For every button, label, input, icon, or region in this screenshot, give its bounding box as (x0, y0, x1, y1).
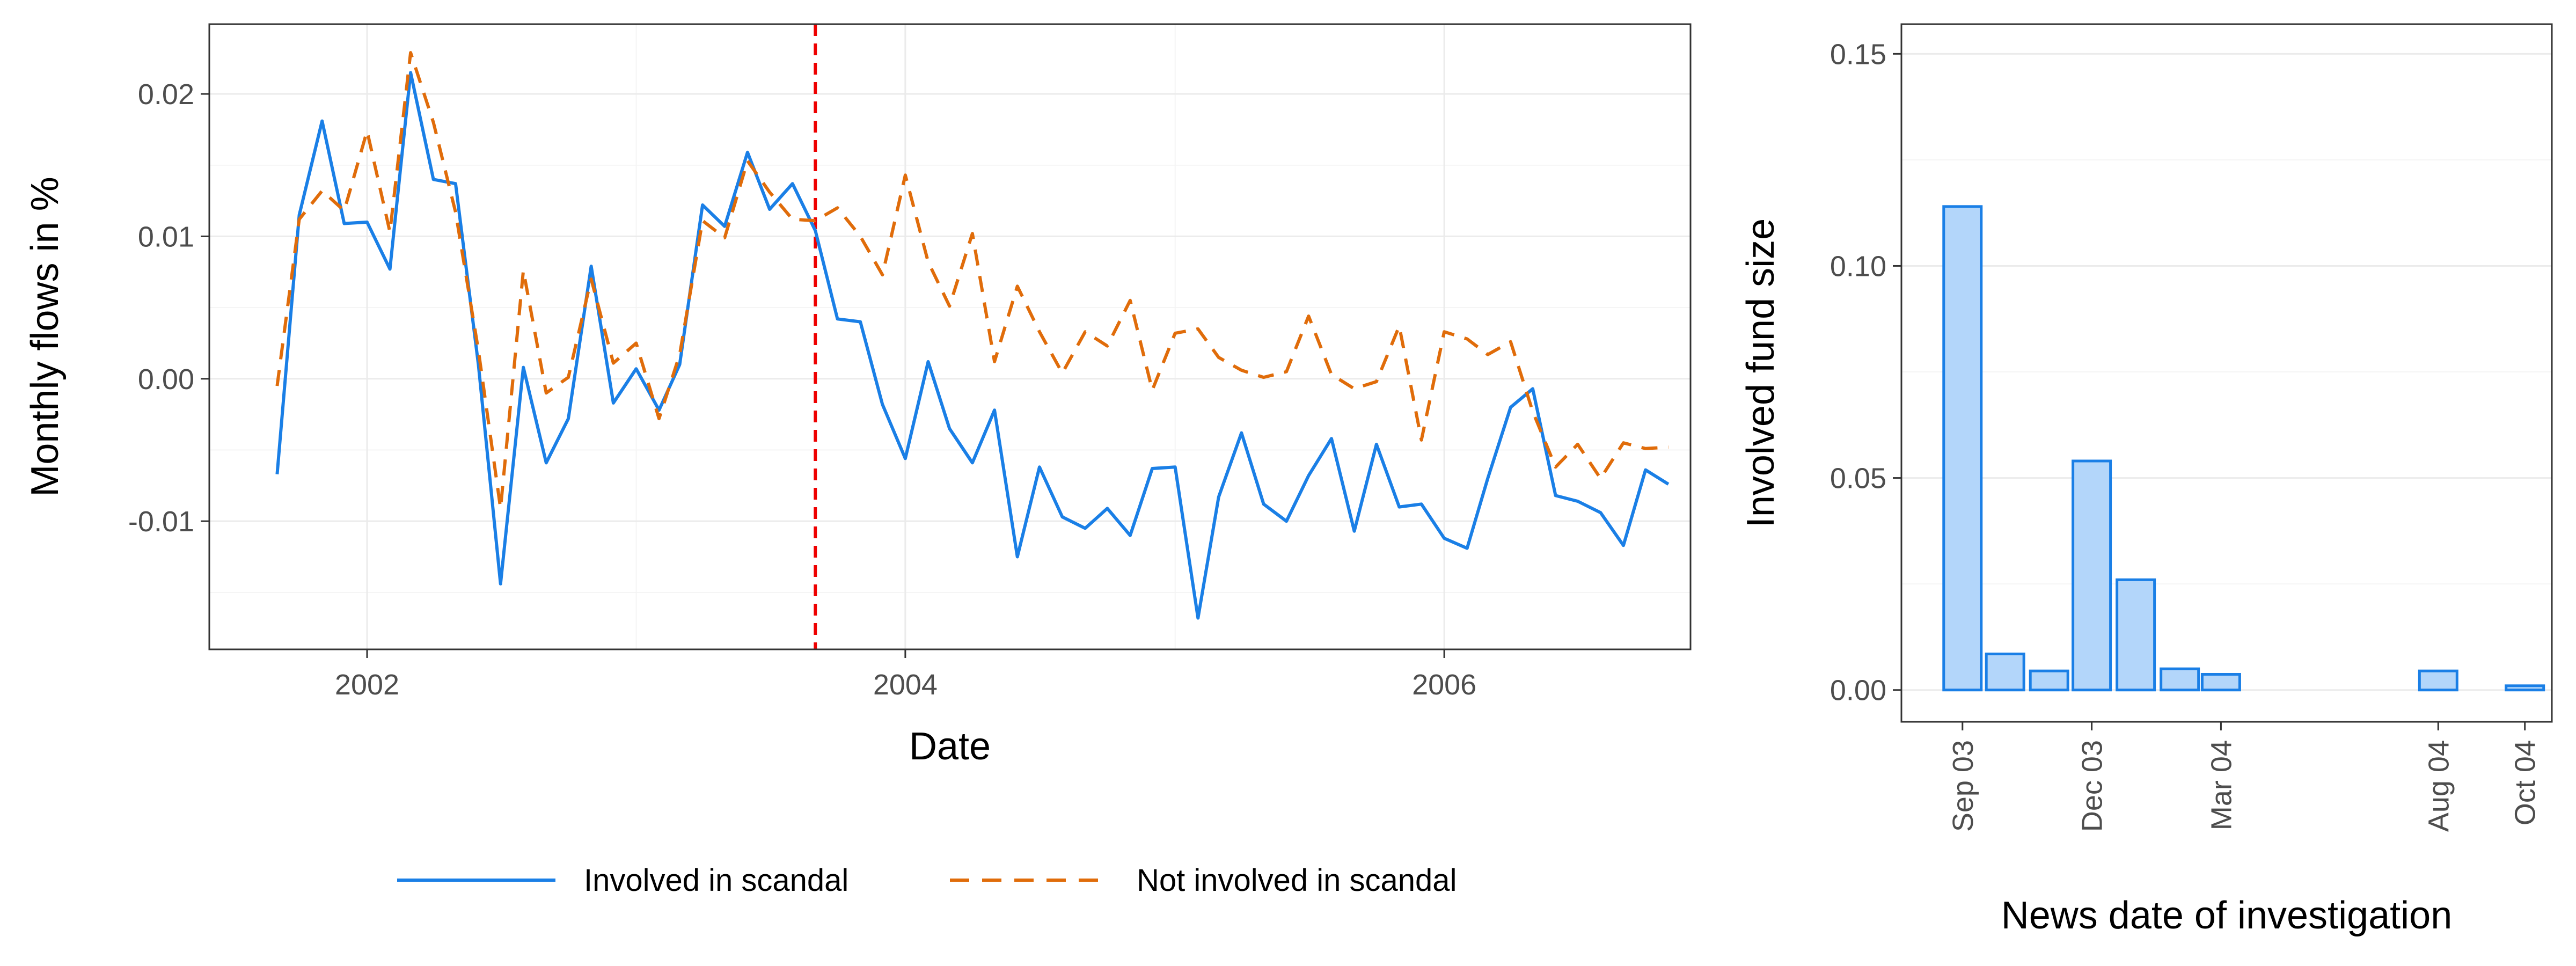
bar-series-group (1942, 205, 2545, 692)
bar-x-tick-label: Sep 03 (1947, 740, 1979, 832)
bar-y-tick-label: 0.00 (1830, 675, 1886, 707)
bar-x-tick-label: Dec 03 (2076, 740, 2109, 832)
bar (2505, 684, 2545, 692)
bar-plot-border (1900, 23, 2553, 723)
bar-chart-panel: 0.15 0.10 0.05 0.00 Sep 03 Dec 03 Mar 04 Aug 04… (1739, 23, 2553, 937)
bar-plot-background (1900, 23, 2553, 723)
bar-y-tick-label: 0.10 (1830, 250, 1886, 282)
bar (2116, 578, 2156, 692)
bar (2029, 669, 2069, 692)
bar-y-tick-label: 0.05 (1830, 463, 1886, 495)
series-line-not-involved (275, 51, 1668, 510)
bar (1985, 653, 2025, 692)
bar-y-axis-title: Involved fund size (1739, 218, 1782, 528)
line-plot-background (208, 23, 1692, 650)
line-y-tick-label: 0.02 (138, 78, 194, 111)
bar (2418, 669, 2458, 692)
line-series-group (275, 51, 1670, 620)
line-x-tick-label: 2002 (335, 669, 399, 701)
legend-label-not-involved: Not involved in scandal (1137, 863, 1457, 898)
line-y-tick-label: 0.00 (138, 363, 194, 396)
bar-x-axis-title: News date of investigation (2001, 894, 2452, 937)
legend: Involved in scandal Not involved in scan… (397, 863, 1457, 898)
line-y-tick-label: -0.01 (128, 506, 194, 538)
bar-x-tick-label: Oct 04 (2509, 740, 2542, 825)
line-y-axis-title: Monthly flows in % (24, 177, 67, 496)
bar (2200, 672, 2241, 692)
line-chart-panel: 0.02 0.01 0.00 -0.01 2002 2004 2006 Date Month… (24, 23, 1692, 768)
bar-x-tick-label: Aug 04 (2423, 740, 2455, 832)
series-line-involved (275, 71, 1670, 620)
bar (2072, 459, 2112, 692)
bar-axis-ticks: 0.15 0.10 0.05 0.00 Sep 03 Dec 03 Mar 04 Aug 04… (1830, 38, 2542, 832)
bar-y-tick-label: 0.15 (1830, 38, 1886, 70)
line-x-tick-label: 2006 (1412, 669, 1476, 701)
line-plot-border (208, 23, 1692, 650)
line-axis-ticks: 0.02 0.01 0.00 -0.01 2002 2004 2006 (128, 78, 1476, 701)
line-x-axis-title: Date (909, 725, 991, 768)
legend-label-involved: Involved in scandal (584, 863, 848, 898)
bar (1942, 205, 1983, 692)
bar (2160, 667, 2200, 692)
line-y-tick-label: 0.01 (138, 221, 194, 253)
bar-x-tick-label: Mar 04 (2205, 740, 2237, 830)
line-x-tick-label: 2004 (873, 669, 938, 701)
